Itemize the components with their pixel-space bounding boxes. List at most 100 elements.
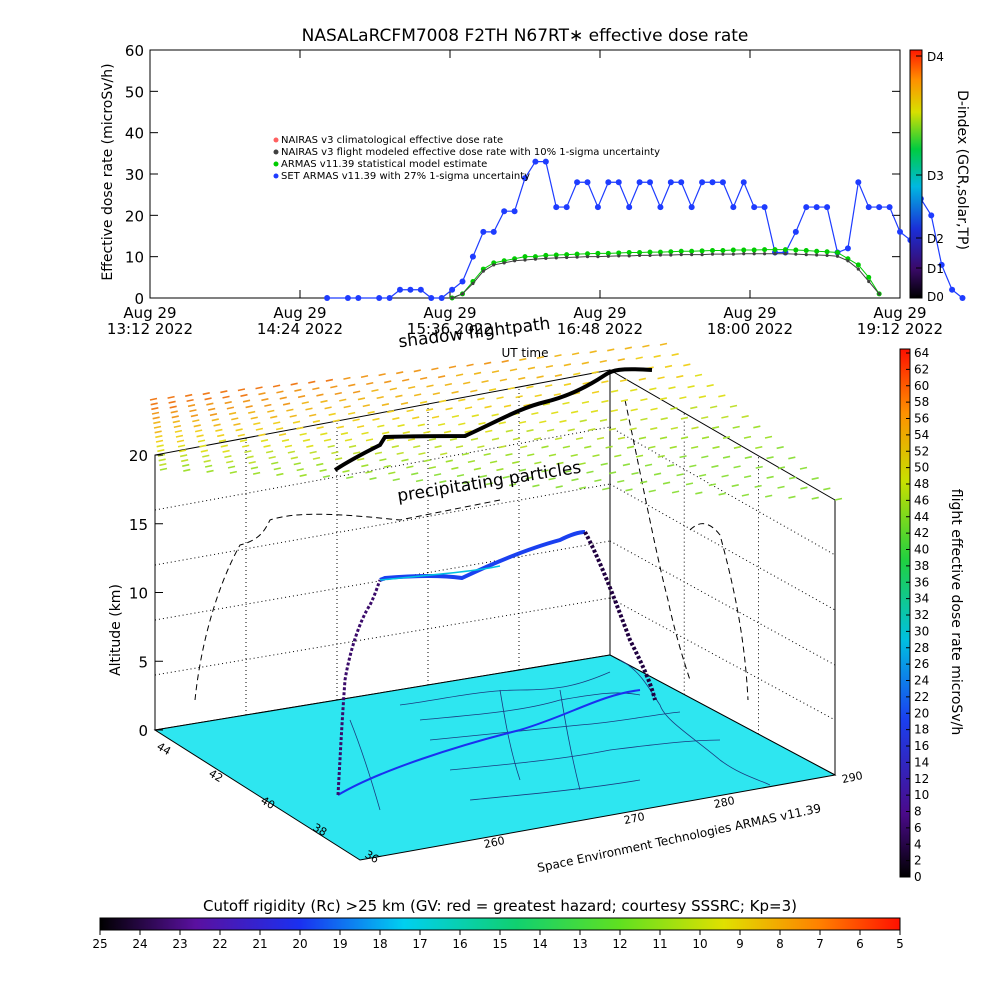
series-point-0 [657,204,664,211]
field-arrow [158,458,166,462]
field-arrow [172,420,180,424]
x-tick-label: 18:00 2022 [707,320,793,338]
field-arrow [271,461,279,465]
rc-tick-label: 5 [896,937,904,951]
field-arrow [711,426,720,430]
field-arrow [151,411,160,415]
series-point-0 [553,204,560,211]
field-arrow [488,388,497,392]
field-arrow [607,348,615,352]
series-point-1 [751,247,757,253]
field-arrow [519,357,527,361]
field-arrow [153,425,162,429]
field-arrow [220,390,228,394]
field-arrow [176,439,185,443]
field-arrow [287,450,296,454]
field-arrow [265,450,274,454]
map-floor [153,654,837,861]
y-tick-label: 50 [125,83,144,101]
field-arrow [518,376,526,381]
dose-tick-label: 64 [914,346,929,360]
field-arrow [276,390,284,394]
field-arrow [640,398,648,402]
series-point-0 [417,286,424,293]
field-arrow [581,361,590,365]
field-arrow [239,439,248,443]
field-arrow [466,363,474,367]
field-arrow [512,460,520,464]
rc-tick-label: 14 [532,937,547,951]
field-arrow [496,396,504,400]
field-arrow [766,456,774,460]
field-arrow [491,413,499,417]
field-arrow [276,472,284,476]
field-arrow [649,387,657,391]
series-point-0 [407,286,414,293]
field-arrow [199,444,207,448]
field-arrow [229,470,237,474]
series-point-0 [532,158,539,165]
field-arrow [297,395,306,399]
field-arrow [553,392,562,397]
legend-swatch [273,173,279,179]
field-arrow [670,426,679,430]
flight-path-descent [583,531,657,701]
series-point-2 [450,296,454,300]
series-point-1 [678,248,684,254]
field-arrow [685,482,694,486]
series-point-0 [324,295,331,301]
series-point-0 [626,204,633,211]
field-arrow [467,459,476,464]
field-arrow [489,460,498,464]
field-arrow [708,483,717,487]
field-arrow [519,445,528,449]
series-point-0 [844,245,851,252]
field-arrow [449,437,458,441]
field-arrow [563,363,572,367]
field-arrow [559,419,567,423]
series-point-1 [835,250,840,256]
field-arrow [503,404,512,408]
field-arrow [282,402,291,406]
field-arrow [483,452,491,456]
field-arrow [400,401,409,405]
longitude-ticks: 260 270 280 290 [483,769,864,851]
field-arrow [248,460,256,465]
field-arrow [811,496,819,500]
dose-tick-label: 22 [914,690,929,704]
field-arrow [483,361,492,365]
field-arrow [601,399,609,403]
field-arrow [743,475,752,479]
series-point-0 [605,179,612,186]
field-arrow [451,390,459,394]
field-arrow [377,424,385,428]
field-arrow [155,435,163,439]
field-arrow [764,435,773,439]
series-point-1 [855,262,861,268]
dose-tick-label: 62 [914,362,929,376]
dose-tick-label: 48 [914,477,929,491]
series-point-1 [793,247,799,253]
dose-tick-label: 56 [914,412,929,426]
field-arrow [384,380,392,384]
rc-tick-label: 21 [252,937,267,951]
field-arrow [671,353,679,357]
dindex-colorbar-ticks: D0 D1 D2 D3 D4 [916,50,944,304]
series-point-2 [481,269,485,273]
field-arrow [622,463,631,467]
series-point-0 [386,295,393,301]
legend-label: NAIRAS v3 climatological effective dose … [281,135,503,146]
x-tick-label: Aug 29 [873,304,926,322]
legend-label: NAIRAS v3 flight modeled effective dose … [281,147,660,158]
field-arrow [244,450,252,454]
field-arrow [602,487,610,491]
field-arrow [733,465,741,469]
field-arrow [546,428,555,432]
field-arrow [471,414,479,418]
field-arrow [152,416,160,420]
field-arrow [584,445,592,449]
dose-tick-label: 26 [914,657,929,671]
rc-tick-label: 15 [492,937,507,951]
field-arrow [360,374,369,379]
field-arrow [407,385,416,390]
